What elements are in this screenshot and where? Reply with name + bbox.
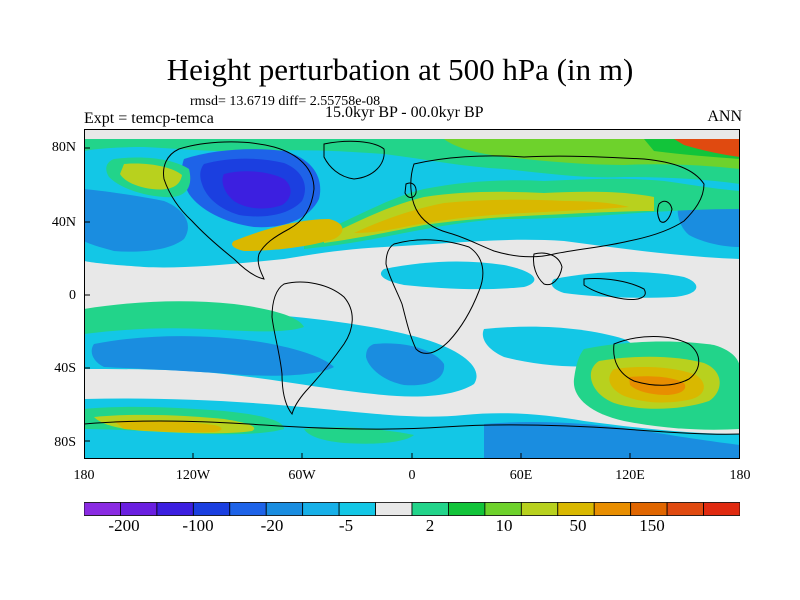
colorbar-box [375, 502, 413, 516]
colorbar-label-neg20: -20 [260, 516, 284, 535]
lon-tick-60w: 60W [288, 468, 316, 483]
stats-label: rmsd= 13.6719 diff= 2.55758e-08 [190, 94, 381, 109]
colorbar-box [229, 502, 267, 516]
colorbar-label-150: 150 [639, 516, 665, 535]
period-label: 15.0kyr BP - 00.0kyr BP [325, 104, 484, 121]
contour-map [84, 129, 740, 459]
colorbar-label-neg100: -100 [182, 516, 214, 535]
contour-trop-cyan2 [551, 271, 697, 298]
colorbar-box [630, 502, 668, 516]
colorbar-box [666, 502, 704, 516]
contour-sh-blue2 [366, 343, 445, 386]
coastlines [84, 140, 740, 435]
coast-north-america [163, 141, 315, 280]
colorbar-box [265, 502, 304, 516]
colorbar-box [557, 502, 595, 516]
tick-marks [84, 147, 631, 459]
colorbar-label-2: 2 [425, 516, 435, 535]
lon-tick-120e: 120E [615, 468, 645, 483]
plot-title: Height perturbation at 500 hPa (in m) [166, 52, 634, 87]
lat-tick-0: 0 [69, 288, 76, 303]
colorbar [84, 502, 740, 516]
colorbar-box [411, 502, 449, 516]
coast-japan [657, 200, 673, 223]
coast-indonesia [583, 278, 646, 300]
colorbar-box [156, 502, 194, 516]
colorbar-box [593, 502, 632, 516]
colorbar-label-50: 50 [569, 516, 587, 535]
colorbar-label-10: 10 [495, 516, 513, 535]
lat-tick-80s: 80S [54, 435, 76, 450]
colorbar-box [120, 502, 158, 516]
colorbar-box [484, 502, 522, 516]
coast-india [533, 252, 563, 286]
colorbar-box [338, 502, 376, 516]
contour-arctic-red [674, 139, 740, 157]
colorbar-box [302, 502, 340, 516]
lat-tick-80n: 80N [51, 140, 76, 155]
lon-tick-0: 0 [408, 468, 416, 483]
contour-ant-orange [114, 420, 222, 433]
lon-tick-180e: 180 [729, 468, 751, 483]
contour-ant-blue [484, 422, 740, 459]
colorbar-label-neg5: -5 [338, 516, 354, 535]
contour-trop-cyan [380, 261, 535, 290]
contour-eurasia-yellow [354, 199, 629, 233]
contour-sh-green [84, 301, 304, 334]
coast-africa [385, 239, 484, 354]
season-label: ANN [707, 108, 742, 125]
lon-tick-60e: 60E [509, 468, 533, 483]
coast-uk [404, 182, 417, 198]
colorbar-box [703, 502, 740, 516]
colorbar-box [520, 502, 559, 516]
contour-ant-green2 [304, 427, 414, 444]
experiment-label: Expt = temcp-temca [84, 110, 214, 127]
colorbar-box [448, 502, 486, 516]
colorbar-label-neg200: -200 [108, 516, 140, 535]
colorbar-box [84, 502, 121, 516]
coast-greenland [323, 140, 385, 180]
contour-namer-darkblue [222, 171, 291, 209]
coast-australia [613, 336, 700, 386]
coast-south-america [271, 281, 353, 416]
colorbar-box [192, 502, 231, 516]
coast-antarctica [84, 420, 740, 435]
lat-tick-40s: 40S [54, 361, 76, 376]
lon-tick-180w: 180 [73, 468, 95, 483]
lon-tick-120w: 120W [175, 468, 211, 483]
contour-sh-blue [91, 336, 334, 376]
contour-namer-yellow [120, 163, 182, 190]
contour-watl-yellow [232, 219, 343, 251]
contour-npac-blue [84, 189, 188, 252]
coast-eurasia [410, 155, 705, 258]
lat-tick-40n: 40N [51, 215, 76, 230]
